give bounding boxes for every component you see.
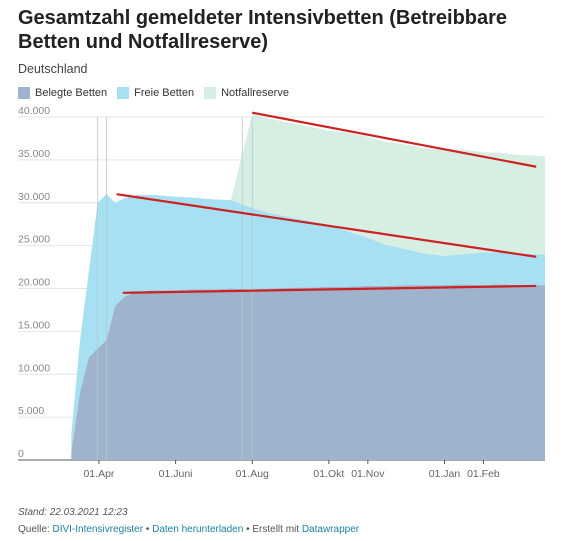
y-tick-label: 40.000 [18, 105, 50, 117]
chart-subtitle: Deutschland [18, 62, 88, 76]
trend-line [122, 284, 537, 294]
x-tick-label: 01.Nov [351, 468, 385, 480]
legend-item-free: Freie Betten [117, 87, 194, 99]
area-series-2 [71, 194, 545, 452]
x-tick-label: 01.Okt [313, 468, 344, 480]
area-series-1 [71, 284, 545, 460]
legend-swatch-reserve [204, 87, 217, 99]
trend-line [252, 111, 537, 168]
y-tick-label: 10.000 [18, 362, 50, 374]
area-chart: 0 5.000 10.000 15.000 20.000 25.000 30.000 35.0… [18, 105, 545, 480]
x-tick-label: 01.Aug [236, 468, 269, 480]
datawrapper-link[interactable]: Datawrapper [301, 524, 360, 535]
chart-title: Gesamtzahl gemeldeter Intensivbetten (Be… [18, 7, 508, 53]
y-tick-label: 25.000 [18, 234, 50, 246]
legend-label-reserve: Notfallreserve [221, 87, 289, 99]
legend-item-occupied: Belegte Betten [18, 87, 107, 99]
source-link[interactable]: DIVI-Intensivregister [52, 524, 144, 535]
area-series-3 [71, 113, 545, 435]
legend-swatch-occupied [18, 87, 30, 99]
legend-item-reserve: Notfallreserve [204, 87, 289, 99]
y-tick-label: 5.000 [18, 405, 44, 417]
y-tick-label: 0 [18, 448, 24, 460]
legend-label-free: Freie Betten [134, 87, 195, 99]
trend-line [116, 193, 537, 258]
y-tick-label: 35.000 [18, 148, 50, 160]
x-tick-label: 01.Apr [83, 468, 114, 480]
footer-source: Quelle: DIVI-Intensivregister • Daten he… [18, 524, 359, 535]
y-tick-label: 15.000 [18, 319, 50, 331]
legend-swatch-free [117, 87, 130, 99]
footer-stand: Stand: 22.03.2021 12:23 [18, 507, 128, 518]
separator: • [143, 524, 153, 535]
source-prefix: Quelle: [18, 524, 53, 535]
legend: Belegte Betten Freie Betten Notfallreser… [18, 87, 289, 99]
separator-made-with: • Erstellt mit [243, 524, 302, 535]
x-tick-label: 01.Jan [429, 468, 461, 480]
legend-label-occupied: Belegte Betten [35, 87, 108, 99]
download-link[interactable]: Daten herunterladen [152, 524, 244, 535]
y-tick-label: 20.000 [18, 277, 50, 289]
x-tick-label: 01.Feb [467, 468, 500, 480]
y-tick-label: 30.000 [18, 191, 50, 203]
x-tick-label: 01.Juni [159, 468, 193, 480]
